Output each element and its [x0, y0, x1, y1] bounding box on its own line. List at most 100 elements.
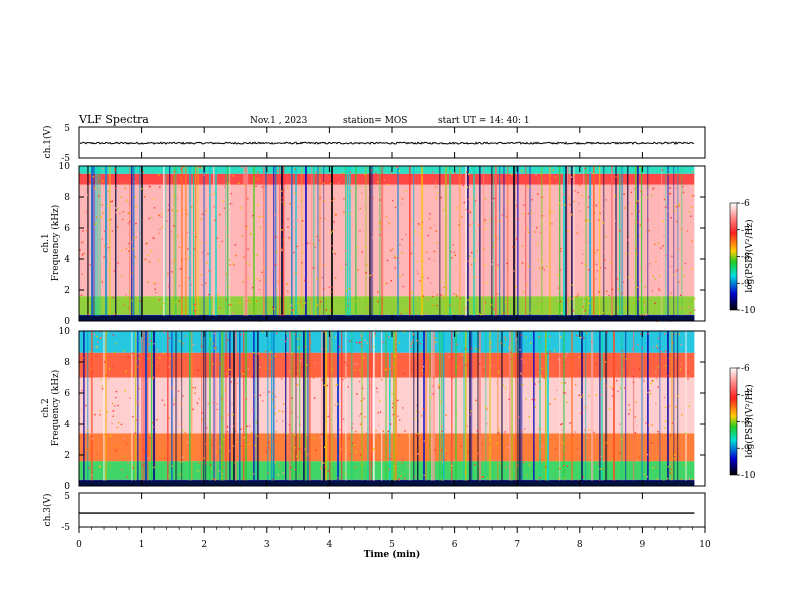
- spec-speckle: [299, 334, 302, 336]
- spec-speckle: [405, 233, 407, 236]
- spec-speckle: [399, 243, 401, 246]
- spec-speckle: [122, 211, 124, 213]
- spec-speckle: [96, 335, 98, 338]
- spec-speckle: [656, 345, 658, 347]
- spec-speckle: [571, 298, 573, 300]
- spec-speckle: [294, 469, 297, 471]
- spec-speckle: [476, 250, 478, 252]
- spec-speckle: [224, 362, 226, 364]
- spec-speckle: [562, 453, 565, 456]
- spec-speckle: [315, 171, 317, 173]
- spec-speckle: [534, 383, 536, 385]
- spec-speckle: [127, 212, 129, 214]
- spec-speckle: [548, 223, 551, 225]
- spec-streak: [325, 331, 328, 486]
- spec-speckle: [494, 234, 496, 236]
- spec-speckle: [652, 188, 654, 190]
- spec-speckle: [473, 276, 475, 279]
- spec-speckle: [554, 448, 557, 450]
- spec-speckle: [358, 380, 361, 383]
- spec-speckle: [537, 243, 539, 246]
- spec-speckle: [298, 475, 300, 478]
- spec-streak: [615, 166, 618, 321]
- spec-speckle: [663, 235, 665, 237]
- spec-speckle: [633, 435, 635, 437]
- spec-speckle: [589, 172, 592, 174]
- spec-speckle: [581, 195, 583, 197]
- spec-speckle: [637, 221, 639, 223]
- spec-streak: [565, 166, 568, 321]
- spec-speckle: [290, 412, 293, 414]
- spec-speckle: [483, 369, 485, 371]
- spec-speckle: [423, 440, 425, 442]
- spec-speckle: [241, 235, 244, 237]
- spec-speckle: [90, 368, 92, 370]
- spec-speckle: [465, 364, 467, 366]
- spec-speckle: [384, 368, 387, 371]
- spec-speckle: [126, 476, 128, 478]
- spec-speckle: [614, 219, 616, 222]
- spec-streak: [621, 331, 623, 486]
- spec-speckle: [100, 336, 102, 339]
- spec-speckle: [170, 387, 173, 389]
- spec-streak: [571, 331, 573, 486]
- spec-speckle: [330, 310, 332, 312]
- spec-speckle: [166, 220, 168, 222]
- spec-speckle: [678, 281, 680, 283]
- spec-speckle: [228, 304, 230, 306]
- spec-speckle: [630, 191, 633, 194]
- spec-speckle: [582, 394, 584, 396]
- spec-speckle: [340, 448, 342, 450]
- spec-streak: [515, 331, 518, 486]
- spec-speckle: [102, 185, 105, 187]
- spec-streak: [473, 166, 476, 321]
- spec-speckle: [637, 344, 639, 346]
- spec-speckle: [388, 468, 390, 470]
- spec-speckle: [497, 264, 499, 266]
- spec-speckle: [648, 389, 651, 392]
- spec-streak: [445, 166, 447, 321]
- spec-speckle: [295, 455, 298, 457]
- spec-speckle: [538, 381, 540, 383]
- spec-streak: [463, 331, 466, 486]
- spec-speckle: [129, 397, 131, 399]
- spec-streak: [135, 331, 137, 486]
- spec-speckle: [585, 186, 587, 189]
- spec-streak: [599, 166, 601, 321]
- spec-speckle: [669, 463, 671, 465]
- spec-speckle: [273, 308, 276, 310]
- spec-speckle: [135, 206, 137, 208]
- spec-speckle: [376, 391, 378, 393]
- spec-speckle: [114, 207, 117, 209]
- spec-speckle: [451, 424, 454, 427]
- spec-speckle: [378, 424, 380, 427]
- spec-speckle: [295, 272, 297, 274]
- spec-speckle: [528, 265, 530, 267]
- spec-speckle: [214, 219, 216, 222]
- spec-speckle: [563, 193, 565, 195]
- spec-speckle: [484, 436, 486, 438]
- spec-speckle: [288, 370, 291, 373]
- spec-speckle: [241, 445, 243, 447]
- spec-speckle: [379, 221, 381, 224]
- spec-speckle: [287, 290, 289, 293]
- spec-speckle: [500, 342, 502, 345]
- spec-speckle: [322, 182, 325, 184]
- spec-speckle: [249, 442, 251, 445]
- spec-streak: [395, 331, 397, 486]
- spec-speckle: [355, 430, 357, 433]
- spec-speckle: [435, 197, 437, 199]
- spec-speckle: [127, 462, 129, 465]
- spec-speckle: [127, 250, 130, 252]
- spec-speckle: [526, 284, 528, 286]
- spec-streak: [93, 166, 95, 321]
- spec-speckle: [391, 406, 394, 409]
- station-label: station= MOS: [343, 116, 407, 126]
- spec-speckle: [398, 434, 401, 436]
- spec-speckle: [124, 187, 126, 189]
- spec-streak: [619, 166, 621, 321]
- xtick-label: 6: [452, 540, 458, 550]
- spec-speckle: [588, 303, 590, 305]
- spec-speckle: [478, 313, 481, 315]
- spec-speckle: [566, 352, 568, 355]
